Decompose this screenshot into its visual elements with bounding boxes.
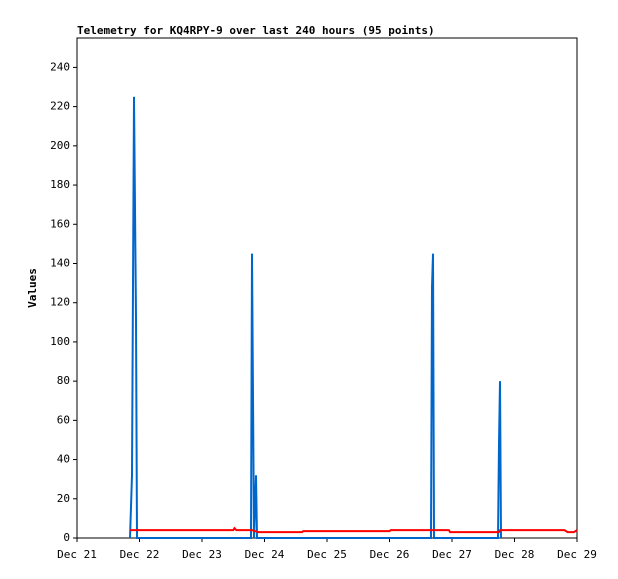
y-tick-label: 20 (57, 492, 70, 505)
y-tick-label: 140 (50, 256, 70, 269)
x-tick-label: Dec 21 (57, 548, 97, 561)
x-tick-label: Dec 26 (370, 548, 410, 561)
x-tick-label: Dec 23 (182, 548, 222, 561)
series-line (130, 526, 578, 534)
x-tick-label: Dec 28 (495, 548, 535, 561)
x-tick-label: Dec 25 (307, 548, 347, 561)
y-tick-label: 200 (50, 139, 70, 152)
y-tick-label: 100 (50, 335, 70, 348)
x-tick-label: Dec 29 (557, 548, 597, 561)
y-tick-label: 240 (50, 60, 70, 73)
y-tick-label: 0 (63, 531, 70, 544)
x-tick-label: Dec 22 (120, 548, 160, 561)
y-tick-label: 40 (57, 453, 70, 466)
y-tick-label: 60 (57, 413, 70, 426)
chart-title: Telemetry for KQ4RPY-9 over last 240 hou… (77, 24, 435, 37)
x-tick-label: Dec 27 (432, 548, 472, 561)
x-tick-label: Dec 24 (245, 548, 285, 561)
y-tick-label: 220 (50, 100, 70, 113)
y-tick-label: 80 (57, 374, 70, 387)
y-tick-label: 160 (50, 217, 70, 230)
y-axis-label: Values (26, 268, 39, 308)
y-tick-label: 180 (50, 178, 70, 191)
series-line (129, 96, 502, 539)
y-tick-label: 120 (50, 296, 70, 309)
